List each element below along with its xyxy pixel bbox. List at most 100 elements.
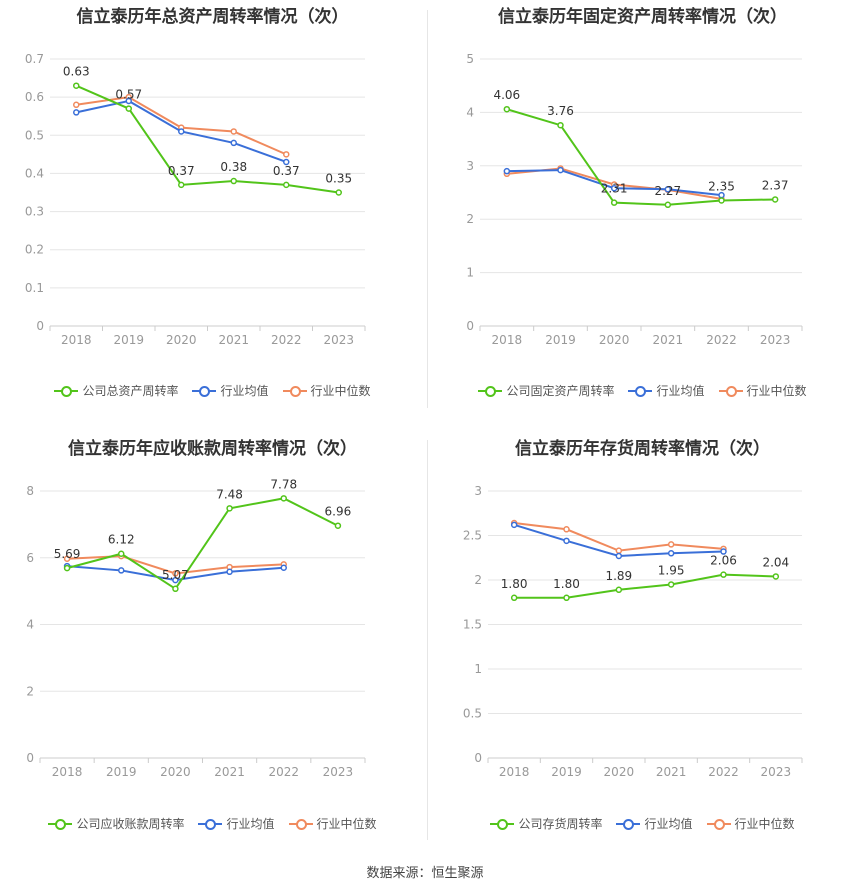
chart-title: 信立泰历年总资产周转率情况（次）: [76, 7, 349, 27]
data-point-company: [178, 181, 185, 189]
legend-marker-icon: [628, 385, 653, 397]
chart-plot: 0 2 4 6 8 2018 2019 2020 2021 2022 2023 5.69 6.12 5.0…: [26, 477, 366, 779]
x-tick-label: 2023: [323, 333, 354, 347]
legend-label: 行业均值: [226, 817, 275, 831]
legend-item-median[interactable]: 行业中位数: [288, 815, 377, 832]
data-label: 2.37: [762, 178, 789, 192]
x-tick-label: 2021: [653, 333, 684, 347]
data-point-avg: [563, 537, 570, 545]
chart-panel-fixed-asset-turnover: 信立泰历年固定资产周转率情况（次） 0 1 2 3 4 5 2018 2019 2020 2021…: [430, 0, 850, 430]
y-tick-label: 0.7: [25, 52, 44, 66]
y-tick-label: 0.3: [25, 205, 44, 219]
legend-label: 行业均值: [656, 384, 705, 398]
data-point-company: [771, 196, 779, 203]
data-point-avg: [230, 139, 237, 147]
y-tick-label: 0.4: [25, 166, 44, 180]
x-tick-label: 2021: [218, 333, 249, 347]
data-label: 7.78: [270, 477, 297, 491]
chart-legend: 公司固定资产周转率 行业均值 行业中位数: [430, 382, 850, 399]
data-point-company: [772, 573, 780, 580]
legend-label: 公司固定资产周转率: [506, 384, 615, 398]
data-point-avg: [178, 128, 185, 135]
legend-marker-icon: [718, 385, 743, 397]
x-tick-label: 2023: [760, 333, 791, 347]
data-point-company: [718, 197, 725, 204]
legend-marker-icon: [706, 818, 731, 830]
data-point-avg: [610, 184, 618, 192]
data-label: 0.57: [115, 88, 142, 102]
series-line-company: [506, 108, 776, 206]
series-line-company: [514, 573, 776, 599]
x-tick-label: 2020: [599, 333, 630, 347]
data-point-avg: [73, 109, 80, 116]
data-point-company: [503, 105, 511, 113]
data-source-note: 数据来源：恒生聚源: [366, 866, 484, 881]
x-tick-label: 2019: [106, 765, 137, 779]
data-point-company: [664, 201, 672, 209]
data-point-company: [226, 505, 233, 512]
data-point-median: [172, 570, 179, 577]
y-tick-label: 2: [466, 212, 474, 226]
data-label: 1.80: [501, 577, 528, 591]
legend-item-company[interactable]: 公司存货周转率: [490, 815, 602, 832]
data-point-avg: [172, 576, 179, 584]
chart-title: 信立泰历年固定资产周转率情况（次）: [498, 7, 787, 27]
legend-item-median[interactable]: 行业中位数: [718, 382, 807, 399]
legend-item-median[interactable]: 行业中位数: [706, 815, 795, 832]
chart-legend: 公司应收账款周转率 行业均值 行业中位数: [0, 815, 425, 832]
data-point-avg: [664, 186, 672, 193]
y-tick-label: 3: [474, 484, 482, 498]
chart-title: 信立泰历年应收账款周转率情况（次）: [68, 439, 357, 459]
x-tick-label: 2018: [499, 765, 530, 779]
legend-item-avg[interactable]: 行业均值: [616, 815, 693, 832]
legend-marker-icon: [490, 818, 515, 830]
x-tick-label: 2021: [214, 765, 245, 779]
chart-panel-receivables-turnover: 信立泰历年应收账款周转率情况（次） 0 2 4 6 8 2018 2019 2020 2021 2…: [0, 432, 425, 862]
data-point-company: [563, 594, 570, 602]
x-tick-label: 2018: [61, 333, 92, 347]
y-tick-label: 0.1: [25, 281, 44, 295]
legend-marker-icon: [288, 818, 313, 830]
x-tick-label: 2022: [271, 333, 302, 347]
series-line-median: [514, 522, 724, 552]
data-point-avg: [667, 550, 675, 557]
data-label: 2.35: [708, 180, 735, 194]
data-label: 1.80: [553, 577, 580, 591]
legend-item-company[interactable]: 公司应收账款周转率: [48, 815, 184, 832]
data-point-company: [615, 586, 623, 594]
legend-label: 行业中位数: [316, 817, 377, 831]
data-point-avg: [280, 564, 287, 572]
y-tick-label: 3: [466, 159, 474, 173]
legend-item-avg[interactable]: 行业均值: [198, 815, 275, 832]
data-point-median: [283, 151, 290, 158]
data-point-avg: [557, 166, 564, 174]
legend-marker-icon: [48, 818, 73, 830]
data-label: 0.63: [63, 65, 90, 79]
y-tick-label: 1.5: [463, 618, 482, 632]
legend-item-median[interactable]: 行业中位数: [282, 382, 371, 399]
x-tick-label: 2020: [166, 333, 197, 347]
data-label: 5.69: [54, 547, 81, 561]
data-label: 3.76: [547, 104, 574, 118]
x-tick-label: 2022: [708, 765, 739, 779]
legend-marker-icon: [478, 385, 503, 397]
data-point-company: [118, 550, 125, 557]
data-point-median: [73, 101, 80, 109]
data-point-median: [667, 541, 675, 548]
y-tick-label: 2: [474, 573, 482, 587]
series-line-company: [75, 84, 339, 194]
legend-item-avg[interactable]: 行业均值: [192, 382, 269, 399]
legend-item-avg[interactable]: 行业均值: [628, 382, 705, 399]
chart-panel-total-asset-turnover: 信立泰历年总资产周转率情况（次） 0 0.1 0.2 0.3 0.4 0.5 0.6 0.7 2…: [0, 0, 425, 430]
data-label: 2.06: [710, 554, 737, 568]
y-tick-label: 0: [36, 319, 44, 333]
data-point-avg: [720, 548, 727, 555]
chart-plot: 0 0.1 0.2 0.3 0.4 0.5 0.6 0.7 2018 2019 2020 2021 20…: [25, 52, 366, 347]
legend-label: 公司应收账款周转率: [76, 817, 185, 831]
y-tick-label: 2.5: [463, 529, 482, 543]
legend-item-company[interactable]: 公司总资产周转率: [54, 382, 178, 399]
data-point-company: [557, 121, 564, 129]
data-point-median: [615, 547, 623, 554]
legend-item-company[interactable]: 公司固定资产周转率: [478, 382, 614, 399]
x-tick-label: 2018: [492, 333, 523, 347]
